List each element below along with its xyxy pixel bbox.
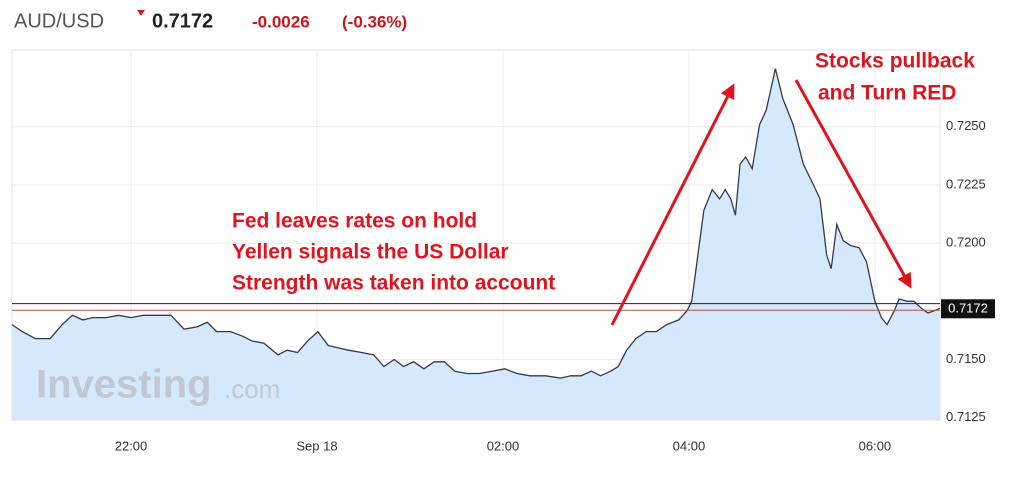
- y-tick-label: 0.7125: [946, 409, 986, 424]
- down-icon: [137, 10, 145, 16]
- watermark: .com: [224, 374, 280, 404]
- y-tick-label: 0.7250: [946, 118, 986, 133]
- price: 0.7172: [152, 10, 213, 32]
- symbol: AUD/USD: [14, 10, 104, 32]
- x-tick-label: 06:00: [859, 438, 892, 453]
- y-tick-label: 0.7200: [946, 235, 986, 250]
- annotation: Yellen signals the US Dollar: [232, 241, 509, 264]
- y-tick-label: 0.7150: [946, 351, 986, 366]
- arrow: [794, 79, 912, 289]
- annotation: and Turn RED: [818, 82, 956, 105]
- y-tick-label: 0.7225: [946, 176, 986, 191]
- x-tick-label: 04:00: [673, 438, 706, 453]
- watermark: Investing: [36, 363, 212, 407]
- x-tick-label: Sep 18: [296, 438, 337, 453]
- change-percent: (-0.36%): [342, 12, 407, 31]
- annotation: Strength was taken into account: [232, 272, 555, 295]
- last-price-box: [941, 299, 995, 319]
- x-tick-label: 02:00: [487, 438, 520, 453]
- annotation: Stocks pullback: [815, 50, 975, 73]
- change: -0.0026: [252, 12, 310, 31]
- x-tick-label: 22:00: [115, 438, 148, 453]
- price-line: [11, 68, 941, 379]
- annotation: Fed leaves rates on hold: [232, 210, 477, 233]
- last-price-label: 0.7172: [948, 301, 988, 316]
- arrow: [610, 83, 735, 326]
- area-fill: [12, 68, 940, 420]
